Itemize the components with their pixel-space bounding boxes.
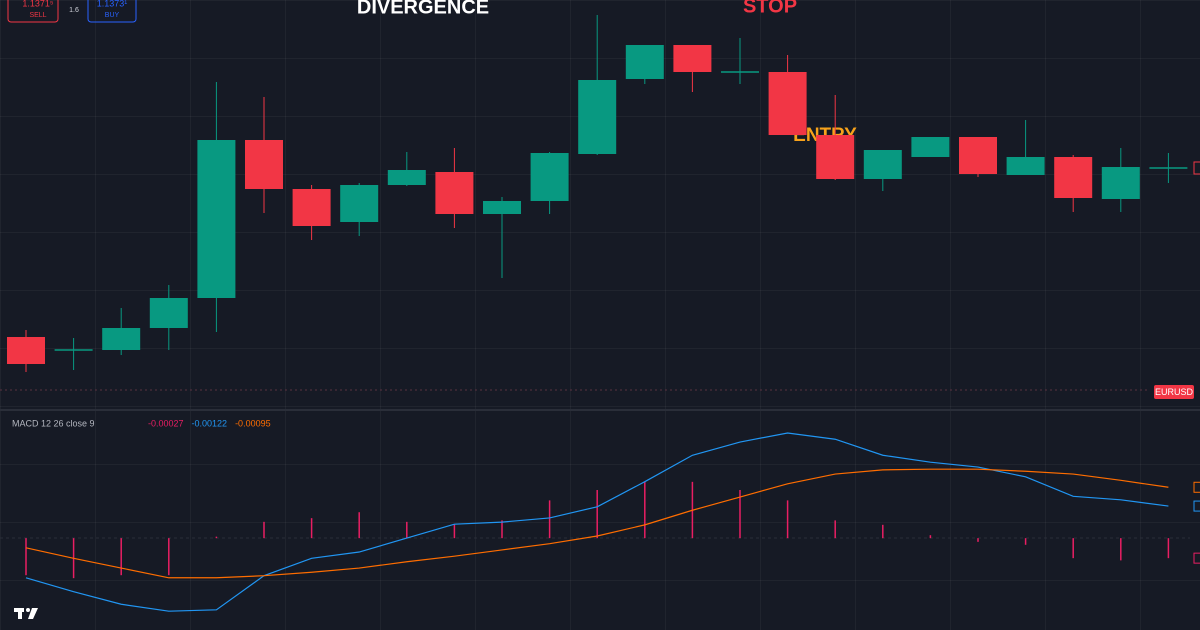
candle-body xyxy=(1006,157,1045,175)
histogram-bar xyxy=(501,520,503,539)
histogram-bar xyxy=(25,538,27,576)
histogram-bar xyxy=(548,500,551,539)
annotation: STOP xyxy=(743,0,797,17)
candle-body xyxy=(863,150,902,179)
macd-line xyxy=(25,468,1169,579)
histogram-bar xyxy=(1167,538,1170,559)
last-value-marker xyxy=(1193,481,1200,493)
candle-body xyxy=(387,170,426,185)
buy-button[interactable] xyxy=(87,0,137,23)
last-value-marker xyxy=(1193,552,1200,564)
candle-body xyxy=(340,185,379,222)
candle-body xyxy=(625,45,664,79)
histogram-bar xyxy=(453,524,456,539)
histogram-bar xyxy=(358,512,360,539)
candle-body xyxy=(102,328,141,350)
buy-label: BUY xyxy=(105,12,120,19)
histogram-bar xyxy=(786,500,789,539)
candle-body xyxy=(149,298,188,328)
legend-value: -0.00122 xyxy=(192,418,228,428)
sell-button[interactable] xyxy=(7,0,59,23)
histogram-bar xyxy=(310,518,313,539)
sell-price: 1.1371⁵ xyxy=(22,0,54,8)
macd-title: MACD 12 26 close 9 xyxy=(12,418,95,428)
histogram-bar xyxy=(120,538,122,576)
candle-body xyxy=(292,189,331,226)
histogram-bar xyxy=(215,536,218,539)
candle-body xyxy=(483,201,521,214)
candle-body xyxy=(578,80,617,154)
candle-body xyxy=(768,72,807,135)
annotation: DIVERGENCE xyxy=(357,0,489,18)
buy-price: 1.1373¹ xyxy=(97,0,128,8)
histogram-bar xyxy=(977,538,979,542)
histogram-bar xyxy=(929,535,932,539)
candle-body xyxy=(911,137,950,157)
histogram-bar xyxy=(406,521,408,539)
candle-body xyxy=(435,172,474,214)
symbol: EURUSD xyxy=(1155,387,1194,397)
legend-value: -0.00095 xyxy=(235,418,271,428)
histogram-bar xyxy=(739,490,741,539)
histogram-bar xyxy=(834,520,836,539)
histogram-bar xyxy=(644,481,646,539)
histogram-bar xyxy=(1120,538,1122,561)
candle-body xyxy=(1054,157,1093,198)
candle-body xyxy=(197,140,236,298)
histogram-bar xyxy=(882,524,884,539)
candle-body xyxy=(959,137,997,174)
candle-body xyxy=(673,45,712,72)
symbol-tag xyxy=(1154,385,1194,399)
candle-body xyxy=(7,337,45,364)
histogram-bar xyxy=(168,538,170,576)
last-price-marker xyxy=(1193,161,1200,175)
candle-body xyxy=(245,140,283,189)
spread: 1.6 xyxy=(69,7,79,14)
last-value-marker xyxy=(1193,500,1200,512)
histogram-bar xyxy=(1072,538,1074,559)
candle-body xyxy=(816,135,855,179)
histogram-bar xyxy=(1024,538,1027,545)
histogram-bar xyxy=(596,490,598,539)
logo xyxy=(14,608,38,619)
macd-line xyxy=(25,432,1169,612)
candle-body xyxy=(530,153,569,201)
candle-body xyxy=(1101,167,1140,199)
histogram-bar xyxy=(263,521,265,539)
sell-label: SELL xyxy=(29,12,46,19)
legend-value: -0.00027 xyxy=(148,418,184,428)
